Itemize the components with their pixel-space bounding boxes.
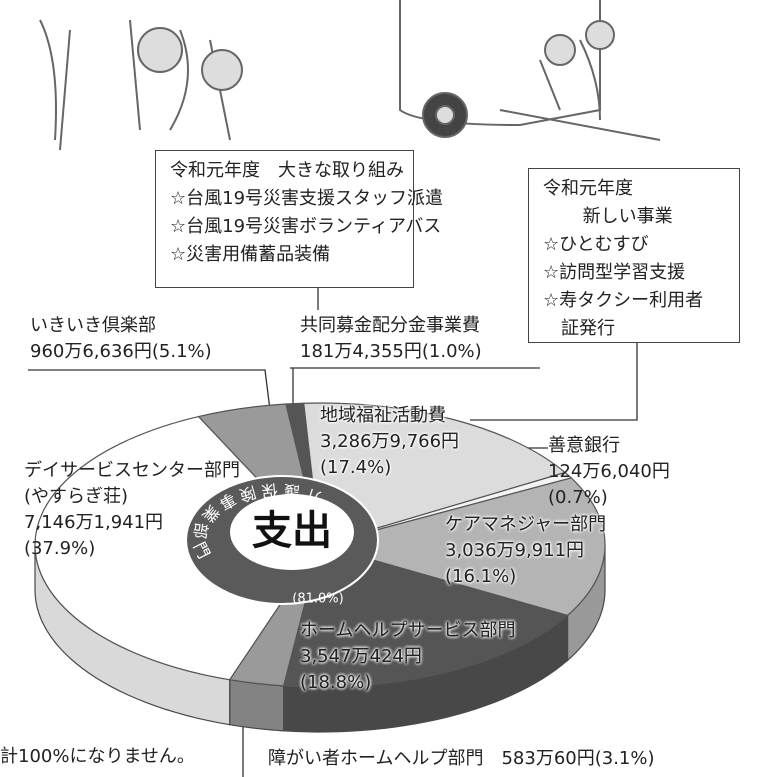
slice-label: 地域福祉活動費 3,286万9,766円 (17.4%) [320,403,459,481]
person-head [137,27,183,73]
center-ring: 介護保険事業部門 支出 (81.0%) [185,475,379,607]
slice-label: 善意銀行 124万6,040円 (0.7%) [548,433,670,511]
value-label: (5.1%) [151,341,212,362]
slice-label: ホームヘルプサービス部門 3,547万424円 (18.8%) [300,618,515,696]
slice-label: デイサービスセンター部門(やすらぎ荘) 7,146万1,941円 (37.9%) [24,458,260,562]
person-head [544,34,576,66]
leader-lines [28,288,638,777]
amount-label: 181万4,355円 [300,341,422,362]
annotation-line: 証発行 [561,318,615,339]
category-label: 善意銀行 [548,435,620,456]
pie-slice [303,402,567,546]
annotation-line: 新しい事業 [582,206,673,227]
amount-label: 3,286万9,766円 [320,431,460,452]
annotation-line: ☆台風19号災害ボランティアバス [170,216,442,237]
slice-label: いきいき倶楽部 960万6,636円(5.1%) [30,313,212,365]
category-label: ホームヘルプサービス部門 [300,620,516,641]
value-label: (1.0%) [421,341,482,362]
category-label: いきいき倶楽部 [30,315,156,336]
value-label: (37.9%) [24,538,96,559]
value-label: (18.8%) [300,672,372,693]
category-label: 共同募金配分金事業費 [300,315,480,336]
annotation-box: 令和元年度 新しい事業 ☆ひとむすび ☆訪問型学習支援 ☆寿タクシー利用者 証発… [528,168,740,343]
person-head [201,49,243,91]
illustration [39,0,661,151]
value-label: (0.7%) [548,487,608,508]
amount-label: 3,547万424円 [300,646,422,667]
pie-side [229,678,285,732]
slice-label: ケアマネジャー部門 3,036万9,911円 (16.1%) [445,512,606,590]
annotation-box: 令和元年度 大きな取り組み ☆台風19号災害支援スタッフ派遣 ☆台風19号災害ボ… [155,150,444,288]
annotation-line: ☆寿タクシー利用者 [543,290,704,311]
pie-slice [317,477,606,617]
leader-line [470,342,638,421]
annotation-line: 令和元年度 大きな取り組み [170,160,404,181]
label-line: 181万4,355円(1.0%) [300,339,482,365]
people-illustration [39,19,231,151]
slice-label: 障がい者ホームヘルプ部門 583万60円(3.1%) [268,746,655,772]
amount-label: 7,146万1,941円 [24,512,164,533]
annotation-line: ☆台風19号災害支援スタッフ派遣 [170,188,444,209]
label-line: 960万6,636円(5.1%) [30,339,212,365]
label-line: 障がい者ホームヘルプ部門 583万60円(3.1%) [268,746,655,772]
amount-label: 960万6,636円 [30,341,152,362]
van-wheel-hub [435,105,455,125]
annotation-line: ☆災害用備蓄品装備 [170,244,331,265]
annotation-line: 令和元年度 [543,178,633,199]
category-label: デイサービスセンター部門(やすらぎ荘) [24,460,240,507]
annotation-line: ☆訪問型学習支援 [543,262,686,283]
category-label: 地域福祉活動費 [320,405,446,426]
slice-label: 共同募金配分金事業費 181万4,355円(1.0%) [300,313,482,365]
value-label: (3.1%) [594,748,655,769]
amount-label: 583万60円 [501,748,595,769]
category-label: 障がい者ホームヘルプ部門 [268,748,484,769]
category-label: ケアマネジャー部門 [445,514,607,535]
person-head [585,20,615,50]
amount-label: 3,036万9,911円 [445,540,585,561]
value-label: (17.4%) [320,457,392,478]
amount-label: 124万6,040円 [548,461,670,482]
ring-center [230,494,354,570]
ring-value-label: (81.0%) [292,592,343,607]
wheelchair-illustration [499,39,661,141]
annotation-line: ☆ひとむすび [543,234,649,255]
center-label: 支出 [252,508,332,554]
leader-line [28,369,271,411]
footnote: 計100%になりません。 [0,746,195,767]
value-label: (16.1%) [445,566,517,587]
